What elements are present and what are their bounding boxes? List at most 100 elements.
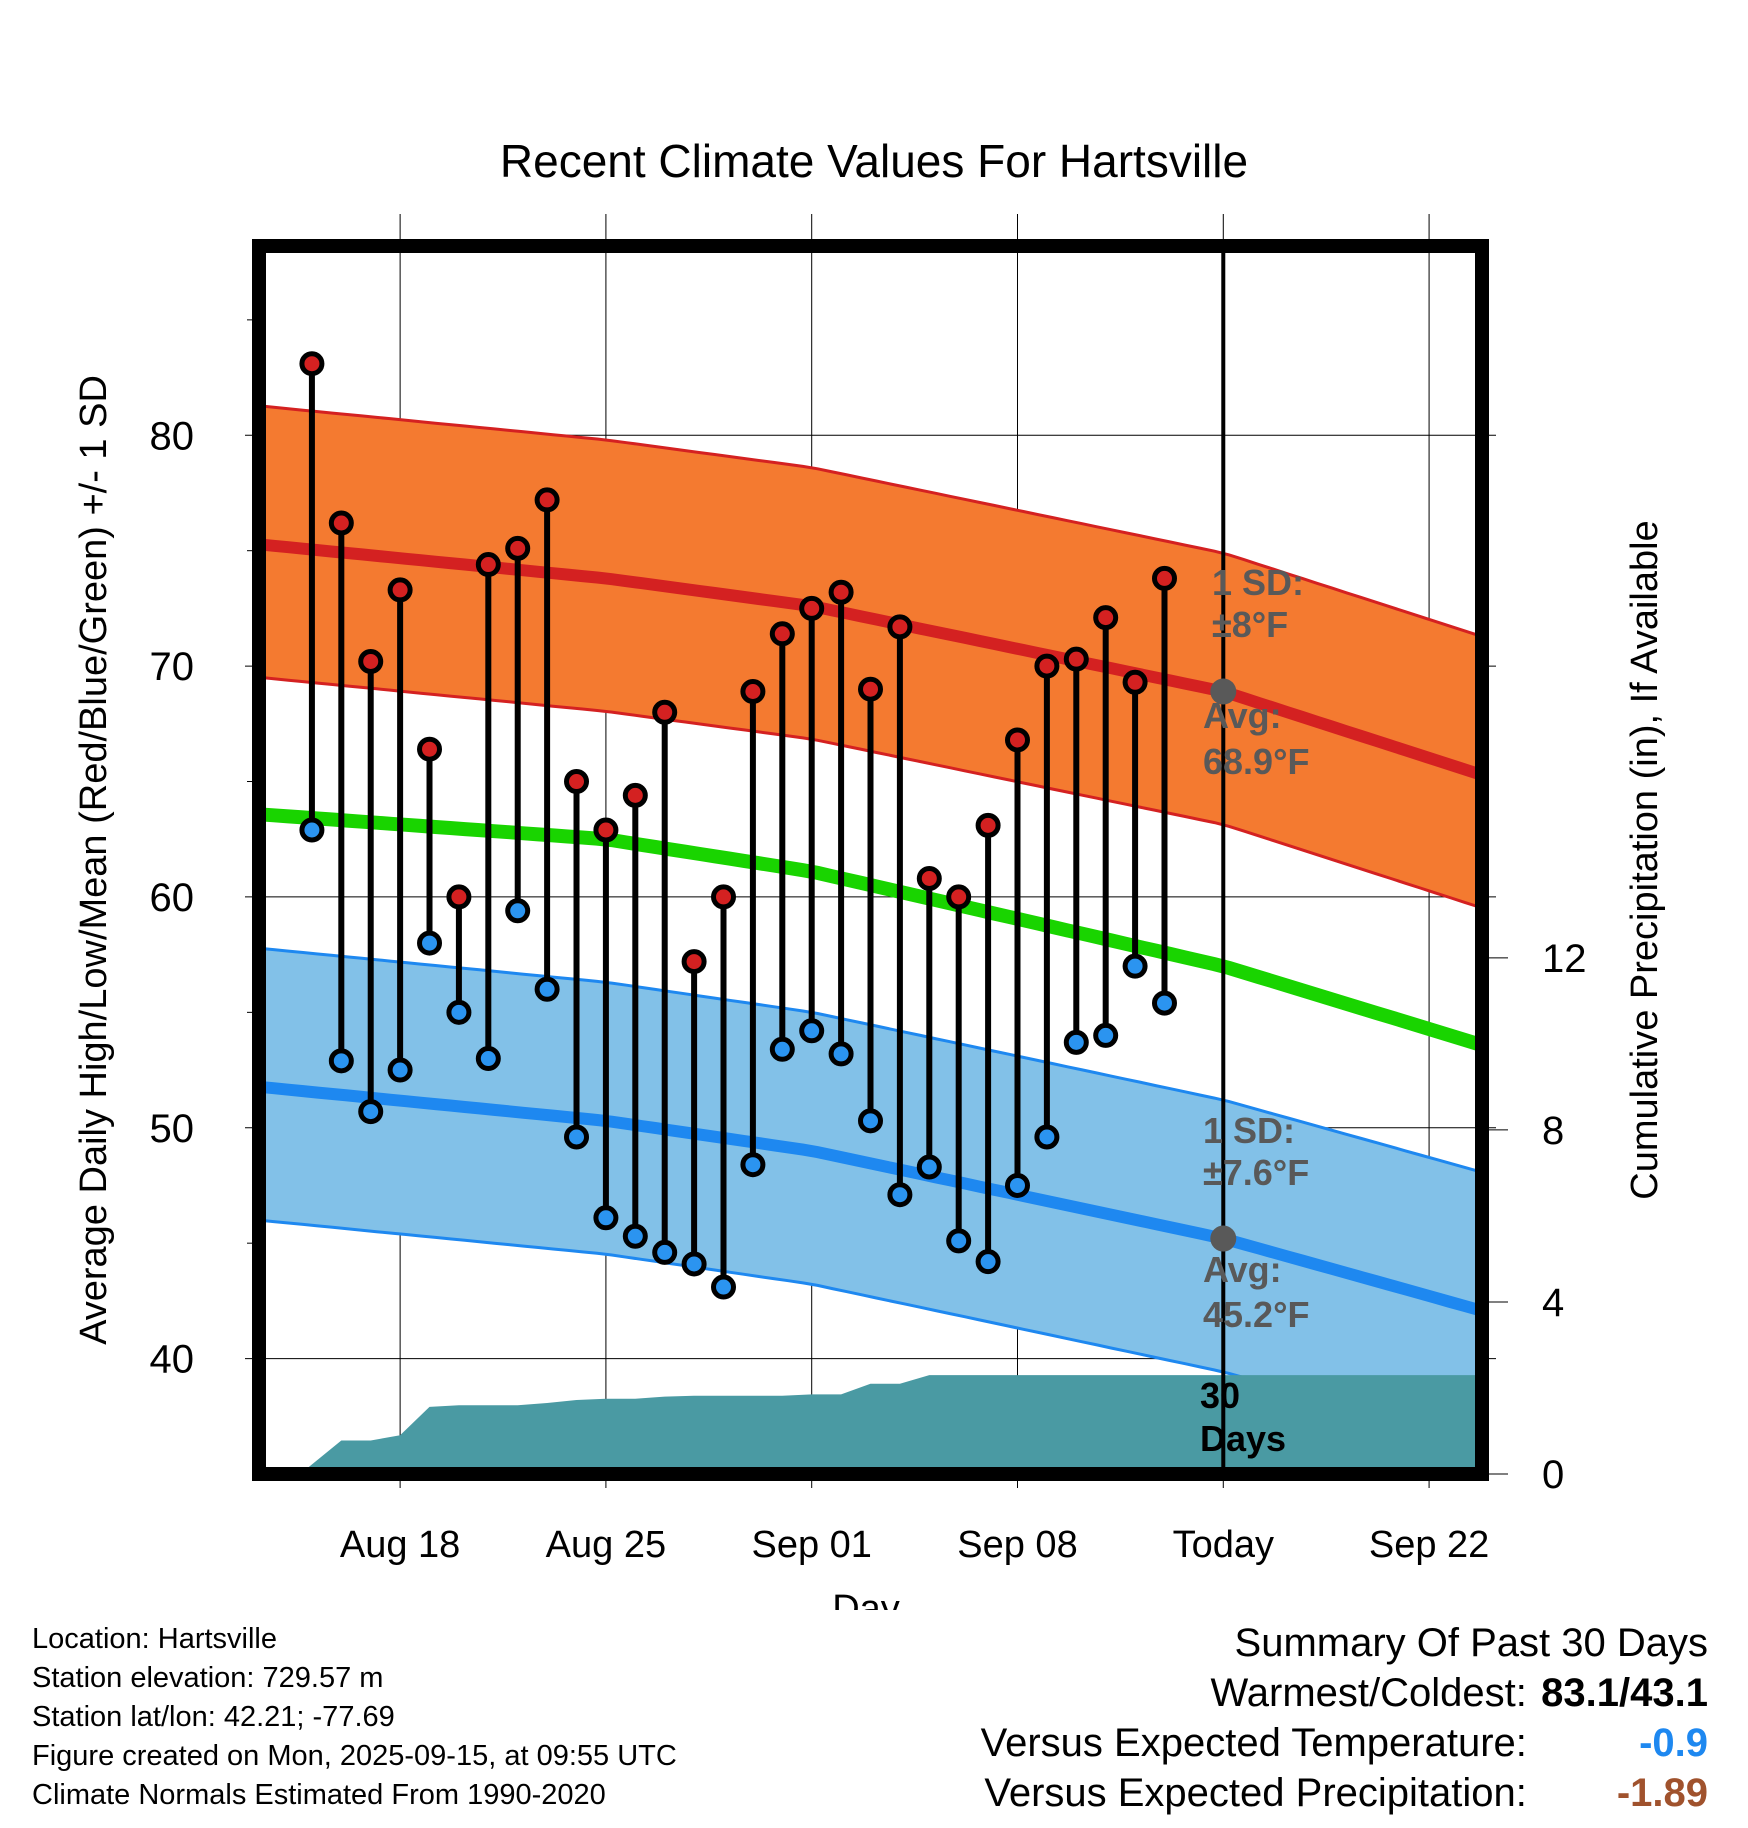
daily-high-point xyxy=(475,552,501,578)
station-info: Location: Hartsville Station elevation: … xyxy=(32,1620,677,1815)
daily-low-point xyxy=(769,1036,795,1062)
daily-low-point xyxy=(387,1057,413,1083)
y-right-tick-label: 0 xyxy=(1542,1453,1564,1497)
x-tick-label: Sep 01 xyxy=(751,1524,871,1566)
precip-window-number: 30 xyxy=(1200,1375,1240,1416)
x-tick-label: Sep 08 xyxy=(957,1524,1077,1566)
precip-value: -1.89 xyxy=(1616,1771,1708,1815)
mean-high-line xyxy=(258,538,1481,780)
precip-cumulative-area xyxy=(300,1375,1488,1474)
y-right-tick-label: 8 xyxy=(1542,1109,1564,1153)
daily-low-point xyxy=(975,1249,1001,1275)
daily-high-point xyxy=(1151,565,1177,591)
daily-range-stems xyxy=(308,363,1168,1288)
y-tick-label: 80 xyxy=(150,414,195,458)
summary-panel: Summary Of Past 30 Days Warmest/Coldest:… xyxy=(981,1618,1708,1818)
daily-low-point xyxy=(299,817,325,843)
daily-low-point xyxy=(1122,953,1148,979)
temp-label: Versus Expected Temperature: xyxy=(980,1721,1527,1765)
y-axis-right-label: Cumulative Precipitation (in), If Availa… xyxy=(1624,520,1666,1199)
daily-high-point xyxy=(711,884,737,910)
y-axis-left-label: Average Daily High/Low/Mean (Red/Blue/Gr… xyxy=(73,375,115,1345)
normals-source-text: Climate Normals Estimated From 1990-2020 xyxy=(32,1779,606,1811)
daily-high-point xyxy=(299,351,325,377)
daily-low-point xyxy=(564,1124,590,1150)
daily-low-point xyxy=(534,976,560,1002)
low-avg-value: 45.2°F xyxy=(1203,1294,1309,1335)
high-sd-band xyxy=(259,405,1480,907)
today-low-avg-point xyxy=(1210,1225,1237,1252)
precip-window-unit: Days xyxy=(1200,1418,1286,1459)
daily-high-point xyxy=(328,510,354,536)
daily-low-point xyxy=(1151,990,1177,1016)
daily-high-point xyxy=(534,487,560,513)
daily-high-point xyxy=(1063,646,1089,672)
daily-high-point xyxy=(417,736,443,762)
daily-low-point xyxy=(799,1018,825,1044)
precip-window-label: 30 Days xyxy=(1200,1375,1286,1459)
daily-low-point xyxy=(505,898,531,924)
daily-low-point xyxy=(1004,1172,1030,1198)
daily-low-point xyxy=(417,930,443,956)
low-sd-band xyxy=(259,948,1480,1444)
daily-low-point xyxy=(946,1228,972,1254)
daily-low-point xyxy=(681,1251,707,1277)
daily-low-point xyxy=(358,1099,384,1125)
daily-high-point xyxy=(858,676,883,702)
temp-value: -0.9 xyxy=(1639,1721,1708,1765)
climate-chart: Recent Climate Values For Hartsville 405… xyxy=(73,135,1666,1610)
chart-title: Recent Climate Values For Hartsville xyxy=(500,135,1248,187)
today-marker xyxy=(1210,246,1237,1474)
x-tick-label: Aug 25 xyxy=(546,1524,666,1566)
high-annotations: 1 SD: ±8°F Avg: 68.9°F xyxy=(1203,562,1309,782)
created-text: Figure created on Mon, 2025-09-15, at 09… xyxy=(32,1740,677,1772)
y-right-tick-label: 12 xyxy=(1542,937,1587,981)
daily-low-point xyxy=(446,999,472,1025)
axes: 40 50 60 70 80 0 4 8 12 Aug 18 Aug 25 Sep 01 Sep 08 T… xyxy=(150,239,1587,1566)
mean-low-line xyxy=(258,1080,1481,1316)
y-tick-label: 40 xyxy=(150,1338,195,1382)
daily-low-point xyxy=(828,1041,854,1067)
high-avg-label: Avg: xyxy=(1203,695,1282,736)
daily-low-point xyxy=(916,1154,942,1180)
daily-high-point xyxy=(387,577,413,603)
low-annotations: 1 SD: ±7.6°F Avg: 45.2°F xyxy=(1203,1110,1309,1335)
location-text: Location: Hartsville xyxy=(32,1623,277,1655)
daily-high-point xyxy=(828,579,854,605)
x-tick-label: Aug 18 xyxy=(340,1524,460,1566)
daily-low-point xyxy=(475,1046,501,1072)
plot-frame xyxy=(252,239,1489,1481)
daily-high-point xyxy=(652,699,678,725)
elevation-text: Station elevation: 729.57 m xyxy=(32,1662,384,1694)
daily-high-point xyxy=(681,949,707,975)
warm-cold-value: 83.1/43.1 xyxy=(1541,1671,1708,1715)
precipitation-area xyxy=(300,1375,1488,1474)
daily-low-point xyxy=(328,1048,354,1074)
precip-row: Versus Expected Precipitation: -1.89 xyxy=(981,1768,1708,1818)
daily-high-point xyxy=(505,535,531,561)
daily-high-point xyxy=(622,782,648,808)
daily-high-point xyxy=(593,817,619,843)
high-avg-value: 68.9°F xyxy=(1203,741,1309,782)
warm-cold-label: Warmest/Coldest: xyxy=(1210,1671,1527,1715)
daily-low-point xyxy=(622,1223,648,1249)
daily-low-point xyxy=(652,1239,678,1265)
daily-high-point xyxy=(887,614,913,640)
daily-high-point xyxy=(799,595,825,621)
high-band-upper-edge xyxy=(258,404,1480,638)
low-sd-label: 1 SD: xyxy=(1203,1110,1295,1151)
daily-low-point xyxy=(1063,1029,1089,1055)
daily-low-point xyxy=(740,1152,766,1178)
high-sd-value: ±8°F xyxy=(1212,604,1288,645)
low-avg-label: Avg: xyxy=(1203,1249,1282,1290)
y-tick-label: 60 xyxy=(150,876,195,920)
daily-high-point xyxy=(916,865,942,891)
daily-low-point xyxy=(858,1108,883,1134)
daily-high-point xyxy=(446,884,472,910)
daily-low-point xyxy=(711,1274,737,1300)
daily-high-point xyxy=(769,621,795,647)
precip-label: Versus Expected Precipitation: xyxy=(984,1771,1527,1815)
high-sd-label: 1 SD: xyxy=(1212,562,1304,603)
daily-low-point xyxy=(593,1205,619,1231)
daily-high-point xyxy=(946,884,972,910)
